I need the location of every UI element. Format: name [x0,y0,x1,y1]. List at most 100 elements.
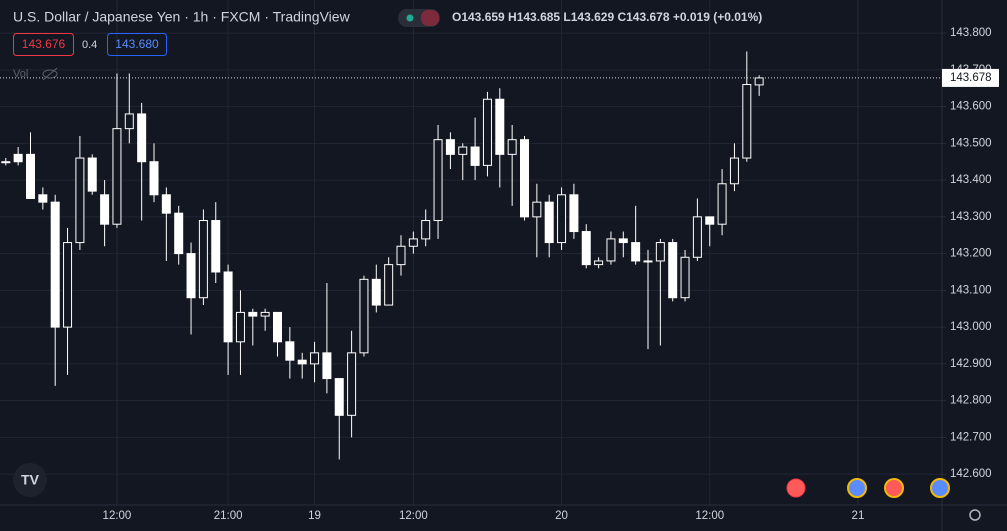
candle-body [482,98,492,166]
candle-body [38,194,48,203]
candle-body [618,238,628,244]
candle-body [507,139,517,155]
candle-body [211,220,221,273]
plot-area [0,0,942,505]
svg-text:TV: TV [21,472,40,488]
y-tick-label: 143.400 [950,174,992,186]
candle-body [100,194,110,225]
candle-body [50,201,60,328]
x-tick-label: 12:00 [399,510,428,522]
candle-body [124,113,134,130]
y-tick-label: 142.700 [950,431,992,443]
settings-icon[interactable] [969,509,981,521]
candle-body [174,212,184,255]
candle-body [359,278,369,354]
candle-body [26,153,35,199]
x-tick-label: 21 [852,510,865,522]
y-tick-label: 143.200 [950,248,992,260]
y-tick-label: 143.300 [950,211,992,223]
candle-body [384,264,394,306]
candle-body [248,311,258,317]
y-tick-label: 143.000 [950,321,992,333]
candle-body [668,242,678,299]
candle-body [729,157,739,185]
candle-body [186,253,196,299]
candle-body [680,256,690,299]
candle-body [692,216,702,258]
candle-body [470,146,480,166]
candle-body [112,128,122,225]
candle-body [396,245,406,266]
candle-body [520,139,529,218]
candle-body [594,260,604,266]
candle-body [260,311,270,317]
y-tick-label: 143.800 [950,27,992,39]
candle-body [557,194,567,244]
candle-body [198,220,208,299]
y-tick-label: 143.500 [950,137,992,149]
candle-body [705,216,715,225]
status-dot [406,14,414,22]
y-tick-label: 143.600 [950,101,992,113]
candle-body [458,146,468,155]
x-tick-label: 20 [555,510,568,522]
candle-body [87,157,97,192]
spread: 0.4 [82,39,97,51]
candle-body [13,153,23,163]
candle-body [149,161,159,196]
buy-button[interactable] [107,33,167,56]
candle-body [223,271,233,343]
sell-button[interactable] [13,33,74,56]
candle-body [322,352,332,380]
chart-title: U.S. Dollar / Japanese Yen · 1h · FXCM ·… [13,9,351,25]
candle-body [297,359,307,365]
status-dot [421,10,439,26]
candle-body [63,242,73,328]
visibility-icon[interactable] [42,67,58,81]
y-tick-label: 142.800 [950,395,992,407]
candle-body [161,194,171,214]
candle-body [655,242,665,262]
candle-body [631,242,641,262]
candle-body [643,260,653,263]
candle-body [371,278,381,306]
candle-body [1,161,11,164]
candle-body [235,311,245,343]
candle-body [273,311,282,343]
volume-label: Vol [13,68,28,80]
candle-body [310,352,320,365]
event-flags[interactable] [786,478,950,498]
candle-body [408,238,418,247]
candle-body [544,201,554,244]
candle-body [75,157,85,244]
x-tick-label: 19 [308,510,321,522]
candle-body [717,183,727,225]
y-tick-label: 142.900 [950,358,992,370]
buy-price: 143.680 [115,37,159,51]
candle-body [347,352,357,416]
y-tick-label: 142.600 [950,468,992,480]
candle-body [285,341,295,361]
x-tick-label: 21:00 [214,510,243,522]
candle-body [421,220,431,240]
candle-body [754,77,764,86]
ohlc-readout: O143.659 H143.685 L143.629 C143.678 +0.0… [452,10,762,24]
candle-body [495,98,505,155]
candle-body [137,113,147,163]
candle-body [445,139,455,155]
candle-body [334,378,344,416]
sell-price: 143.676 [22,37,66,51]
candle-body [433,139,443,222]
y-tick-label: 143.100 [950,284,992,296]
last-price-box [942,68,999,87]
candle-body [606,238,616,262]
candle-body [569,194,579,233]
x-tick-label: 12:00 [103,510,132,522]
candle-body [742,84,752,159]
last-price-label: 143.678 [950,72,992,84]
candle-body [581,231,591,266]
tv-logo: TV [13,463,47,497]
candle-body [532,201,542,218]
